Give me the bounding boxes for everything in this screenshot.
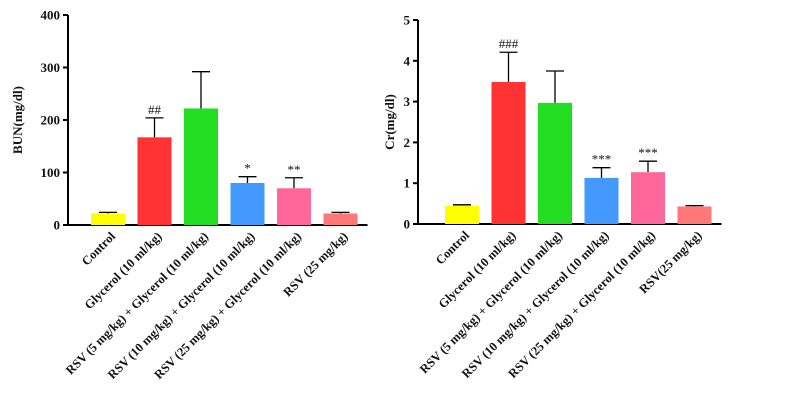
bar [277, 188, 311, 225]
significance-label: ### [499, 36, 519, 51]
y-tick-label: 5 [404, 13, 411, 28]
bar [445, 205, 479, 224]
category-label: Glycerol (10 ml/kg) [82, 229, 165, 312]
bar [91, 213, 125, 225]
bar [584, 177, 619, 224]
y-axis-title: Cr(mg/dl) [382, 94, 397, 150]
category-label: Control [433, 228, 473, 268]
significance-label: ## [148, 102, 162, 117]
y-tick-label: 400 [41, 8, 61, 23]
y-tick-label: 200 [41, 113, 61, 128]
significance-label: *** [638, 145, 658, 160]
bar [677, 206, 712, 224]
bar [137, 137, 172, 225]
bar [184, 108, 218, 225]
y-tick-label: 300 [41, 60, 61, 75]
y-tick-label: 3 [404, 94, 411, 109]
cr-chart: 0 1 2 3 4 5 Cr(mg/dl) Control ### Glycerol (10 ml… [382, 13, 722, 381]
category-label: Control [79, 229, 119, 269]
bar [631, 172, 665, 224]
significance-label: *** [592, 152, 612, 167]
significance-label: * [244, 161, 251, 176]
y-axis-title: BUN(mg/dl) [10, 86, 25, 154]
bar [323, 213, 358, 225]
bun-chart: 0 100 200 300 400 BUN(mg/dl) Control ## Glycerol… [10, 8, 368, 382]
category-label: Glycerol (10 ml/kg) [436, 228, 519, 311]
y-tick-label: 0 [404, 217, 411, 232]
y-tick-label: 2 [404, 135, 411, 150]
y-tick-label: 1 [404, 176, 411, 191]
significance-label: ** [288, 162, 301, 177]
bar [230, 183, 265, 225]
y-tick-label: 0 [54, 218, 61, 233]
y-tick-label: 100 [41, 165, 61, 180]
y-tick-label: 4 [404, 53, 411, 68]
bar [491, 82, 526, 225]
bar [538, 102, 572, 224]
